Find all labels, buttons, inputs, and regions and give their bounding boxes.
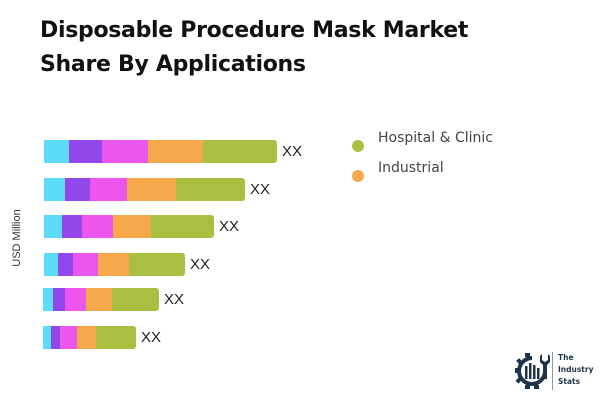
bar-segment xyxy=(58,253,73,276)
logo-divider xyxy=(552,352,553,390)
bar-value-label: XX xyxy=(250,181,271,198)
stacked-bar xyxy=(44,178,245,201)
stacked-bar xyxy=(44,253,185,276)
bar-segment xyxy=(148,140,203,163)
gear-wrench-icon xyxy=(515,353,550,389)
bar-value-label: XX xyxy=(282,143,303,160)
bar-segment xyxy=(44,215,62,238)
legend-label: Hospital & Clinic xyxy=(378,130,493,146)
chart-title: Disposable Procedure Mask Market Share B… xyxy=(40,14,560,82)
bar-value-label: XX xyxy=(141,329,162,346)
bar-segment xyxy=(151,215,214,238)
bar-segment xyxy=(77,326,96,349)
bar-segment xyxy=(127,178,176,201)
logo-text-line-3: Stats xyxy=(558,377,581,386)
bar-segment xyxy=(62,215,82,238)
bar-segment xyxy=(86,288,112,311)
bar-segment xyxy=(43,288,53,311)
stacked-bar xyxy=(43,326,136,349)
bar-segment xyxy=(53,288,65,311)
bar-segment xyxy=(102,140,148,163)
bar-segment xyxy=(112,288,159,311)
bar-segment xyxy=(73,253,98,276)
bar-segment xyxy=(69,140,102,163)
bar-segment xyxy=(51,326,60,349)
bar-segment xyxy=(82,215,113,238)
bar-segment xyxy=(44,253,58,276)
bar-segment xyxy=(203,140,277,163)
bar-segment xyxy=(65,288,86,311)
bar-segment xyxy=(60,326,77,349)
stacked-bar xyxy=(43,288,159,311)
brand-logo: The Industry Stats xyxy=(512,350,593,392)
logo-text: The Industry Stats xyxy=(558,352,593,388)
bar-segment xyxy=(43,326,51,349)
stacked-bar xyxy=(44,215,214,238)
bar-value-label: XX xyxy=(219,218,240,235)
bar-segment xyxy=(65,178,90,201)
chart-title-line-2: Share By Applications xyxy=(40,52,306,77)
y-axis-label: USD Million xyxy=(11,209,23,267)
legend-label: Industrial xyxy=(378,160,444,176)
bar-segment xyxy=(176,178,245,201)
legend-dot-icon xyxy=(352,140,364,152)
bar-segment xyxy=(44,140,69,163)
bar-segment xyxy=(98,253,129,276)
bar-segment xyxy=(113,215,151,238)
chart-title-line-1: Disposable Procedure Mask Market xyxy=(40,18,469,43)
bar-segment xyxy=(90,178,127,201)
logo-text-line-1: The xyxy=(558,353,574,362)
bar-segment xyxy=(129,253,185,276)
logo-text-line-2: Industry xyxy=(558,365,594,374)
bar-value-label: XX xyxy=(190,256,211,273)
bar-segment xyxy=(96,326,136,349)
bar-segment xyxy=(44,178,65,201)
stacked-bar xyxy=(44,140,277,163)
legend-dot-icon xyxy=(352,170,364,182)
bar-value-label: XX xyxy=(164,291,185,308)
